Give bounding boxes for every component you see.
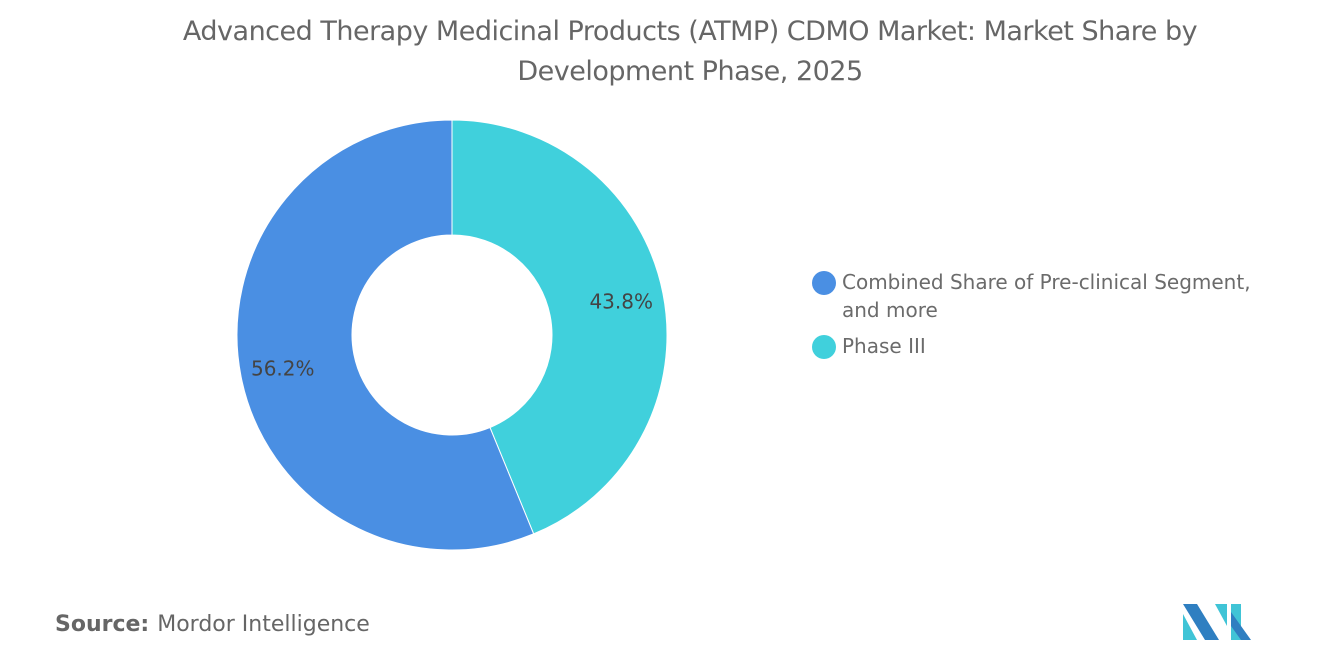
- source-label: Source:: [55, 612, 150, 637]
- slice-phase-iii: [451, 119, 668, 535]
- slice-combined-share-of-pre-clinical-segment-and-more: [236, 119, 535, 551]
- source-value: Mordor Intelligence: [157, 612, 370, 637]
- chart-title: Advanced Therapy Medicinal Products (ATM…: [182, 16, 1198, 87]
- mordor-intelligence-logo: [1183, 604, 1251, 640]
- legend-label: Phase III: [842, 334, 926, 358]
- legend: Combined Share of Pre-clinical Segment, …: [812, 268, 1272, 368]
- source-line: Source: Mordor Intelligence: [55, 612, 370, 637]
- data-label: 43.8%: [589, 290, 653, 314]
- legend-label: Combined Share of Pre-clinical Segment, …: [842, 270, 1251, 322]
- legend-item-combined: Combined Share of Pre-clinical Segment, …: [812, 268, 1272, 324]
- legend-swatch: [812, 335, 836, 359]
- legend-item-phase-iii: Phase III: [812, 332, 1272, 360]
- data-label: 56.2%: [251, 356, 315, 380]
- legend-swatch: [812, 271, 836, 295]
